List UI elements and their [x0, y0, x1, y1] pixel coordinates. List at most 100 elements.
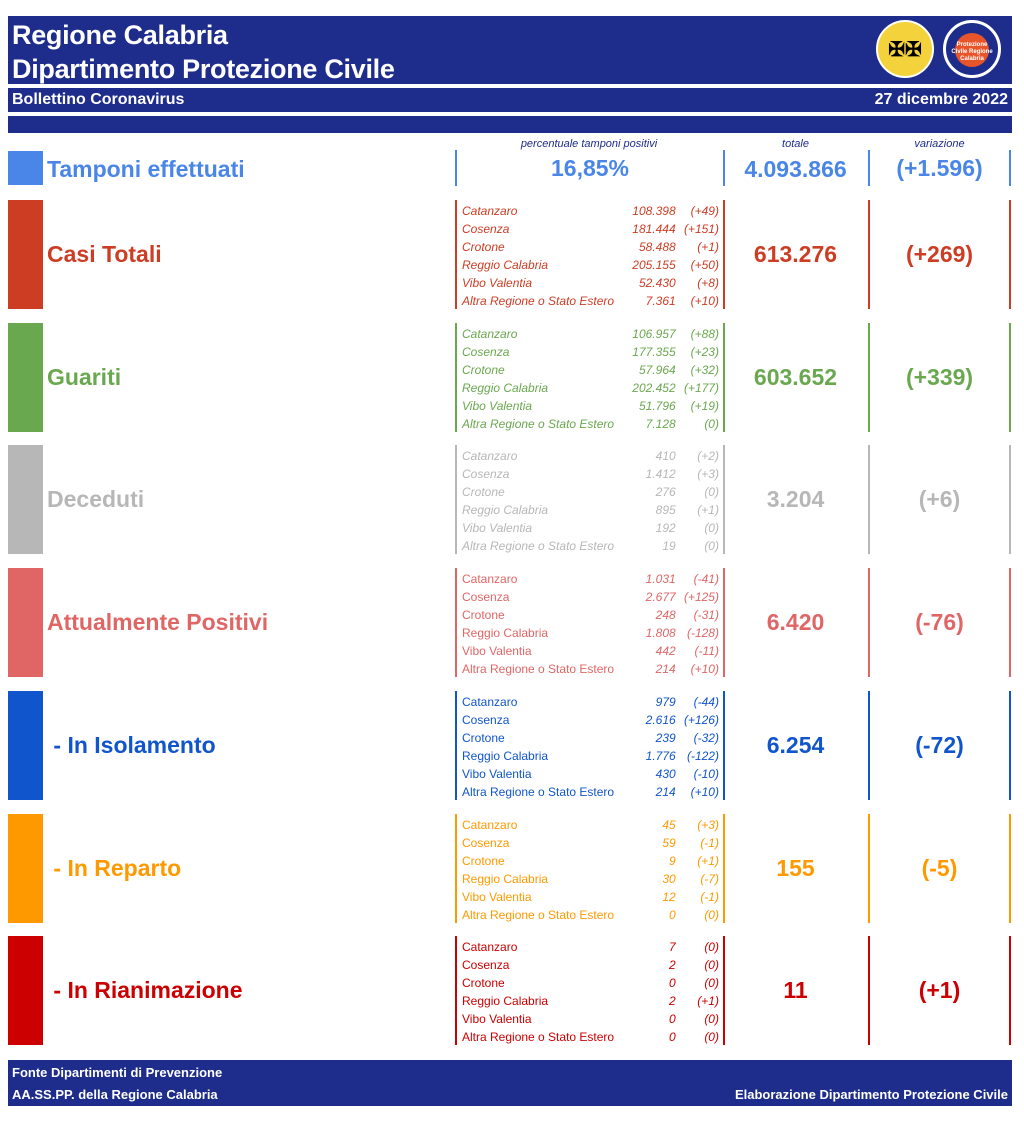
province-value: 442: [655, 644, 676, 659]
province-name: Reggio Calabria: [462, 258, 549, 272]
table-row: Catanzaro 45 (+3): [457, 816, 723, 834]
bulletin-date: 27 dicembre 2022: [874, 91, 1008, 108]
title-banner: Regione Calabria Dipartimento Protezione…: [8, 16, 1012, 84]
variation-value: (-76): [868, 568, 1011, 678]
province-variation: (0): [704, 976, 719, 991]
civil-protection-emblem: [955, 33, 989, 67]
province-variation: (-11): [694, 644, 719, 659]
province-value: 57.964: [638, 362, 676, 377]
province-name: Catanzaro: [462, 572, 518, 587]
table-row: Reggio Calabria 202.452 (+177): [457, 379, 723, 397]
table-row: Altra Regione o Stato Estero 0 (0): [457, 906, 723, 924]
province-value: 410: [655, 449, 676, 464]
province-name: Catanzaro: [462, 940, 518, 955]
province-name: Catanzaro: [462, 326, 518, 341]
province-name: Vibo Valentia: [462, 521, 533, 536]
province-variation: (0): [704, 958, 719, 973]
table-row: Altra Regione o Stato Estero 0 (0): [457, 1028, 723, 1046]
province-value: 0: [668, 976, 676, 991]
table-row: Cosenza 2.616 (+126): [457, 711, 723, 729]
province-value: 205.155: [632, 258, 676, 272]
table-row: Altra Regione o Stato Estero 214 (+10): [457, 660, 723, 678]
table-row: Crotone 9 (+1): [457, 852, 723, 870]
province-name: Vibo Valentia: [462, 1012, 532, 1027]
province-value: 30: [662, 871, 676, 886]
divider-banner: [8, 116, 1012, 133]
section-label: - In Reparto: [47, 854, 182, 881]
province-value: 192: [655, 521, 676, 536]
province-value: 2: [668, 994, 676, 1009]
color-swatch: [8, 936, 43, 1046]
col-header-percent: percentuale tamponi positivi: [520, 138, 658, 150]
table-row: Vibo Valentia 0 (0): [457, 1010, 723, 1028]
province-value: 7: [668, 940, 676, 955]
province-variation: (+19): [690, 398, 719, 413]
province-value: 276: [655, 485, 676, 500]
province-table: Catanzaro 106.957 (+88) Cosenza 177.355 …: [455, 322, 725, 432]
table-row: Reggio Calabria 895 (+1): [457, 501, 723, 519]
province-variation: (-7): [700, 871, 719, 886]
province-variation: (0): [704, 485, 719, 500]
province-name: Crotone: [462, 240, 505, 254]
province-name: Crotone: [462, 485, 505, 500]
region-coat-of-arms-logo: ✠✠: [876, 20, 934, 78]
section-label: Guariti: [47, 363, 122, 390]
province-variation: (-10): [693, 766, 719, 781]
province-value: 0: [668, 907, 676, 922]
province-value: 2.616: [645, 712, 676, 727]
total-value: 4.093.866: [744, 156, 847, 182]
title-department: Dipartimento Protezione Civile: [12, 54, 395, 84]
province-value: 52.430: [638, 276, 676, 290]
table-row: Vibo Valentia 192 (0): [457, 519, 723, 537]
province-variation: (-128): [686, 626, 719, 641]
table-row: Catanzaro 7 (0): [457, 938, 723, 956]
table-row: Crotone 58.488 (+1): [457, 238, 723, 256]
variation-value: (-72): [868, 690, 1011, 800]
province-variation: (0): [704, 1030, 719, 1045]
province-value: 51.796: [638, 398, 676, 413]
province-table: Catanzaro 108.398 (+49) Cosenza 181.444 …: [455, 200, 725, 309]
variation-value: (+339): [868, 322, 1011, 432]
province-name: Altra Regione o Stato Estero: [462, 907, 615, 922]
section-in-reparto: - In Reparto Catanzaro 45 (+3) Cosenza 5…: [0, 813, 1024, 924]
section-casi-totali: Casi Totali Catanzaro 108.398 (+49) Cose…: [0, 200, 1024, 309]
province-variation: (-122): [686, 748, 719, 763]
color-swatch: [8, 813, 43, 923]
province-value: 979: [655, 694, 676, 709]
province-value: 108.398: [632, 204, 676, 218]
province-name: Altra Regione o Stato Estero: [462, 784, 615, 799]
province-name: Reggio Calabria: [462, 748, 549, 763]
province-name: Crotone: [462, 853, 505, 868]
province-variation: (0): [704, 539, 719, 554]
province-value: 181.444: [632, 222, 676, 236]
province-name: Reggio Calabria: [462, 871, 549, 886]
province-table: Catanzaro 979 (-44) Cosenza 2.616 (+126)…: [455, 690, 725, 801]
province-value: 1.776: [645, 748, 676, 763]
bulletin-subtitle: Bollettino Coronavirus: [12, 91, 185, 108]
table-row: Altra Regione o Stato Estero 214 (+10): [457, 783, 723, 801]
province-name: Vibo Valentia: [462, 766, 532, 781]
total-value: 155: [776, 854, 815, 881]
table-row: Cosenza 177.355 (+23): [457, 343, 723, 361]
table-row: Catanzaro 108.398 (+49): [457, 202, 723, 220]
table-row: Catanzaro 1.031 (-41): [457, 570, 723, 588]
table-row: Vibo Valentia 430 (-10): [457, 765, 723, 783]
table-row: Vibo Valentia 52.430 (+8): [457, 274, 723, 292]
province-name: Reggio Calabria: [462, 994, 549, 1009]
section-tamponi: Tamponi effettuati 16,85% 4.093.866 (+1.…: [0, 150, 1024, 186]
section-guariti: Guariti Catanzaro 106.957 (+88) Cosenza …: [0, 322, 1024, 432]
section-label: Attualmente Positivi: [47, 609, 269, 636]
province-name: Cosenza: [462, 958, 510, 973]
color-swatch: [8, 445, 43, 555]
footer-source-line2: AA.SS.PP. della Regione Calabria: [12, 1087, 218, 1102]
province-name: Cosenza: [462, 712, 510, 727]
province-variation: (+2): [697, 449, 719, 464]
table-row: Cosenza 2.677 (+125): [457, 588, 723, 606]
province-name: Altra Regione o Stato Estero: [462, 294, 615, 308]
province-variation: (+1): [697, 994, 719, 1009]
color-swatch: [8, 200, 43, 309]
province-name: Vibo Valentia: [462, 889, 532, 904]
subtitle-banner: Bollettino Coronavirus 27 dicembre 2022: [8, 88, 1012, 112]
civil-protection-logo: Protezione Civile Regione Calabria: [943, 20, 1001, 78]
